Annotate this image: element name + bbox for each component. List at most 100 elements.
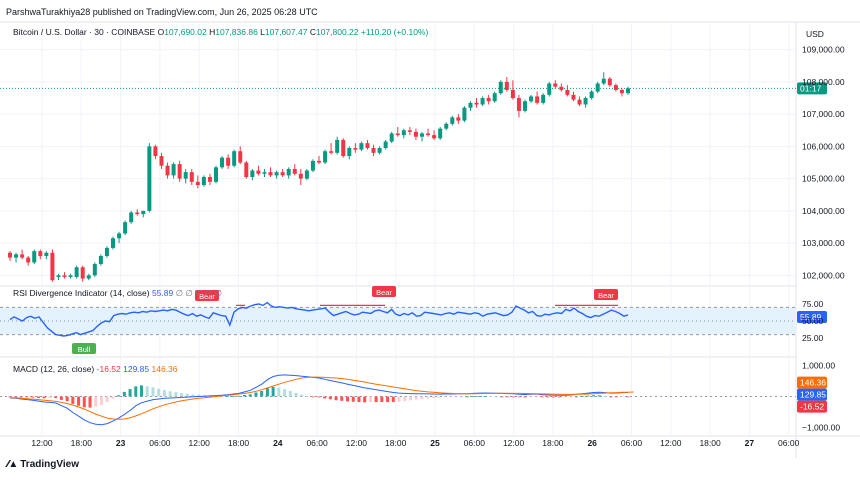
macd-histogram-bar: [265, 388, 269, 397]
candle-body: [468, 102, 473, 108]
candle-body: [595, 83, 600, 92]
candle-body: [274, 172, 279, 176]
candle-body: [329, 151, 334, 153]
low-value: 107,607.47: [264, 27, 308, 37]
candle-body: [207, 177, 212, 182]
divergence-label: Bear: [598, 291, 614, 300]
candle-body: [201, 177, 206, 186]
publisher-caption: ParshwaTurakhiya28 published on TradingV…: [6, 7, 318, 17]
macd-histogram-bar: [460, 396, 464, 398]
candle-body: [523, 101, 527, 111]
time-tick-label: 18:00: [71, 438, 93, 448]
macd-histogram-bar: [140, 385, 144, 397]
close-label: C: [309, 27, 316, 37]
rsi-tick-label: 75.00: [802, 299, 824, 309]
macd-histogram-bar: [597, 395, 601, 397]
change-value: +110.20 (+0.10%): [360, 27, 429, 37]
macd-histogram-bar: [248, 394, 252, 397]
close-value: 107,800.22: [315, 27, 359, 37]
price-pane: 01:17: [0, 72, 827, 282]
price-tick-label: 103,000.00: [802, 238, 845, 248]
candle-body: [256, 170, 261, 174]
macd-histogram-bar: [489, 396, 493, 397]
macd-histogram-bar: [340, 396, 344, 401]
candle-body: [262, 172, 267, 174]
tradingview-logo[interactable]: ⁄⁄▲ TradingView: [7, 459, 79, 470]
macd-legend[interactable]: MACD (12, 26, close) -16.52 129.85 146.3…: [13, 364, 178, 374]
macd-histogram-bar: [94, 396, 98, 407]
candle-body: [438, 128, 443, 139]
candle-body: [20, 254, 25, 258]
candle-body: [183, 172, 188, 179]
candle-body: [268, 172, 273, 176]
macd-histogram-bar: [374, 396, 378, 403]
macd-histogram-bar: [563, 396, 567, 398]
symbol-name: Bitcoin / U.S. Dollar · 30 · COINBASE: [13, 27, 156, 37]
rsi-legend[interactable]: RSI Divergence Indicator (14, close) 55.…: [13, 288, 222, 299]
macd-histogram-bar: [494, 396, 498, 398]
candle-body: [389, 133, 394, 142]
macd-histogram-bar: [346, 396, 350, 402]
macd-histogram-bar: [574, 396, 578, 398]
price-tick-label: 105,000.00: [802, 174, 845, 184]
macd-histogram-bar: [162, 390, 166, 397]
candle-body: [80, 267, 85, 279]
macd-histogram-bar: [151, 387, 155, 397]
candle-body: [323, 151, 328, 163]
candle-body: [159, 156, 164, 166]
price-tick-label: 104,000.00: [802, 206, 845, 216]
tradingview-logo-icon: ⁄⁄▲: [7, 459, 18, 470]
macd-histogram-bar: [317, 396, 321, 398]
candle-body: [335, 139, 340, 153]
candle-body: [395, 133, 400, 136]
candle-body: [50, 252, 55, 281]
candle-body: [14, 254, 19, 258]
candle-body: [244, 162, 249, 178]
macd-histogram-bar: [54, 396, 58, 399]
candle-body: [547, 83, 552, 95]
macd-histogram-bar: [105, 396, 109, 403]
macd-histogram-bar: [414, 396, 418, 400]
macd-histogram-bar: [14, 396, 18, 398]
candle-body: [104, 247, 109, 256]
candle-body: [8, 252, 12, 258]
symbol-legend[interactable]: Bitcoin / U.S. Dollar · 30 · COINBASE O1…: [13, 27, 428, 37]
candle-body: [516, 98, 521, 111]
candle-body: [220, 157, 225, 168]
candle-body: [432, 135, 437, 139]
candle-body: [226, 157, 231, 166]
macd-histogram-bar: [437, 396, 441, 398]
macd-value-tag: [797, 400, 827, 413]
macd-histogram-bar: [37, 396, 41, 399]
time-tick-label: 06:00: [778, 438, 800, 448]
macd-histogram-bar: [19, 396, 23, 398]
currency-label[interactable]: USD: [806, 29, 824, 39]
macd-value-tag-text: 146.36: [800, 378, 826, 388]
candle-body: [626, 88, 630, 94]
price-tick-label: 106,000.00: [802, 141, 845, 151]
open-value: 107,690.02: [164, 27, 207, 37]
macd-histogram-bar: [88, 396, 92, 408]
macd-histogram-bar: [569, 396, 573, 398]
macd-histogram-bar: [25, 396, 29, 398]
macd-histogram-bar: [157, 388, 161, 397]
candle-body: [32, 251, 37, 263]
time-tick-label: 23: [116, 438, 126, 448]
macd-histogram-bar: [254, 392, 258, 397]
candle-body: [189, 172, 194, 182]
macd-histogram-bar: [237, 395, 241, 397]
macd-histogram-bar: [609, 396, 613, 398]
macd-histogram-bar: [426, 396, 430, 399]
rsi-tick-label: 50.00: [802, 316, 824, 326]
macd-histogram-bar: [403, 396, 407, 402]
candle-body: [238, 151, 243, 163]
candle-body: [553, 83, 558, 87]
candle-body: [292, 168, 297, 174]
time-tick-label: 12:00: [189, 438, 211, 448]
candle-body: [589, 91, 594, 99]
candle-body: [565, 89, 570, 95]
candle-body: [420, 133, 424, 137]
time-tick-label: 06:00: [464, 438, 486, 448]
